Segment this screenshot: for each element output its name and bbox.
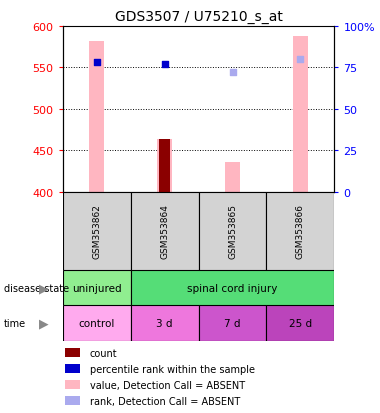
Point xyxy=(230,70,236,76)
Bar xyxy=(160,140,170,192)
Title: GDS3507 / U75210_s_at: GDS3507 / U75210_s_at xyxy=(115,10,282,24)
Bar xyxy=(198,306,266,341)
Point xyxy=(298,57,304,63)
Text: 7 d: 7 d xyxy=(224,318,241,328)
Bar xyxy=(65,364,80,373)
Bar xyxy=(65,380,80,389)
Bar xyxy=(293,37,308,192)
Bar xyxy=(198,192,266,271)
Bar xyxy=(89,42,104,192)
Bar xyxy=(131,271,334,306)
Point xyxy=(93,59,100,66)
Text: 3 d: 3 d xyxy=(156,318,173,328)
Text: GSM353866: GSM353866 xyxy=(296,204,305,259)
Bar xyxy=(266,306,334,341)
Text: uninjured: uninjured xyxy=(72,283,122,293)
Text: ▶: ▶ xyxy=(39,282,49,294)
Text: ▶: ▶ xyxy=(39,317,49,330)
Text: value, Detection Call = ABSENT: value, Detection Call = ABSENT xyxy=(90,380,245,390)
Text: rank, Detection Call = ABSENT: rank, Detection Call = ABSENT xyxy=(90,396,240,406)
Bar xyxy=(63,271,131,306)
Bar xyxy=(157,140,172,192)
Text: percentile rank within the sample: percentile rank within the sample xyxy=(90,364,255,374)
Bar xyxy=(63,306,131,341)
Text: GSM353864: GSM353864 xyxy=(160,204,169,259)
Text: control: control xyxy=(79,318,115,328)
Bar xyxy=(63,192,131,271)
Bar xyxy=(131,192,198,271)
Text: time: time xyxy=(4,318,26,328)
Bar xyxy=(266,192,334,271)
Bar xyxy=(225,162,240,192)
Text: GSM353865: GSM353865 xyxy=(228,204,237,259)
Point xyxy=(162,62,168,68)
Bar xyxy=(65,349,80,357)
Bar xyxy=(131,306,198,341)
Text: GSM353862: GSM353862 xyxy=(92,204,101,259)
Text: count: count xyxy=(90,348,117,358)
Text: spinal cord injury: spinal cord injury xyxy=(187,283,278,293)
Text: 25 d: 25 d xyxy=(289,318,312,328)
Text: disease state: disease state xyxy=(4,283,69,293)
Bar xyxy=(65,396,80,405)
